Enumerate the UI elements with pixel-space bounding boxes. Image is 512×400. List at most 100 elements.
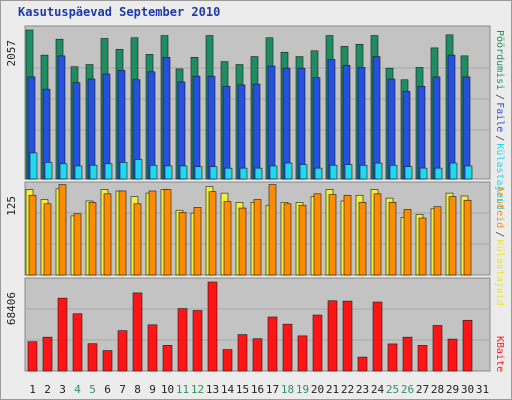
bar-middle-aruteid xyxy=(73,213,82,276)
x-tick-label: 23 xyxy=(356,383,369,396)
bar-bottom-kbaite xyxy=(117,330,128,372)
bar-bottom-kbaite xyxy=(312,314,323,372)
bar-middle-aruteid xyxy=(268,184,277,276)
bar-middle-aruteid xyxy=(433,206,442,276)
bar-bottom-kbaite xyxy=(147,324,158,372)
bar-bottom-kbaite xyxy=(387,343,398,372)
bar-middle-aruteid xyxy=(388,202,397,276)
bar-top-külastajaid xyxy=(149,164,158,180)
bar-top-faile xyxy=(207,75,216,180)
bar-top-faile xyxy=(372,56,381,180)
bar-top-faile xyxy=(282,67,291,180)
bar-top-külastajaid xyxy=(284,162,293,180)
bar-top-faile xyxy=(432,76,441,180)
x-tick-label: 14 xyxy=(221,383,235,396)
x-tick-label: 16 xyxy=(251,383,264,396)
bar-top-faile xyxy=(57,55,66,180)
bar-bottom-kbaite xyxy=(27,341,38,372)
bar-top-külastajaid xyxy=(104,163,113,180)
chart-title: Kasutuspäevad September 2010 xyxy=(18,5,221,19)
bar-middle-aruteid xyxy=(178,212,187,276)
bar-top-külastajaid xyxy=(119,162,128,180)
bar-top-külastajaid xyxy=(134,159,143,180)
bar-top-külastajaid xyxy=(344,164,353,180)
x-tick-label: 24 xyxy=(371,383,385,396)
bar-bottom-kbaite xyxy=(162,345,173,372)
bar-top-külastajaid xyxy=(434,167,443,180)
bar-top-faile xyxy=(162,57,171,180)
x-tick-label: 15 xyxy=(236,383,249,396)
bar-top-külastajaid xyxy=(329,164,338,180)
bar-bottom-kbaite xyxy=(237,334,248,372)
bar-top-faile xyxy=(417,85,426,180)
bar-top-faile xyxy=(267,65,276,180)
bar-top-faile xyxy=(357,67,366,180)
bar-middle-aruteid xyxy=(418,217,427,276)
legend-label: Pöördumisi xyxy=(494,30,505,90)
x-tick-label: 8 xyxy=(134,383,141,396)
x-tick-label: 19 xyxy=(296,383,309,396)
x-tick-label: 6 xyxy=(104,383,111,396)
bar-top-külastajaid xyxy=(209,166,218,180)
bar-bottom-kbaite xyxy=(252,338,263,372)
bar-bottom-kbaite xyxy=(132,292,143,372)
bar-middle-aruteid xyxy=(58,184,67,276)
x-tick-label: 9 xyxy=(149,383,156,396)
x-tick-label: 5 xyxy=(89,383,96,396)
bar-bottom-kbaite xyxy=(177,308,188,372)
bar-top-külastajaid xyxy=(269,165,278,180)
bar-bottom-kbaite xyxy=(57,297,68,372)
bar-top-faile xyxy=(237,84,246,180)
bar-bottom-kbaite xyxy=(432,325,443,372)
bar-top-faile xyxy=(147,71,156,180)
legend-label: KBaite xyxy=(494,336,505,372)
bar-bottom-kbaite xyxy=(447,338,458,372)
x-tick-label: 20 xyxy=(311,383,324,396)
bar-bottom-kbaite xyxy=(72,313,83,372)
bar-middle-aruteid xyxy=(448,196,457,276)
bar-middle-aruteid xyxy=(208,191,217,276)
bar-middle-aruteid xyxy=(133,203,142,276)
bar-middle-aruteid xyxy=(118,190,127,276)
bar-bottom-kbaite xyxy=(342,300,353,372)
bar-bottom-kbaite xyxy=(357,356,368,372)
legend-label: Aruteid xyxy=(494,186,505,228)
panel-bottom-ymax-label: 68406 xyxy=(5,292,18,325)
x-tick-label: 31 xyxy=(476,383,489,396)
bar-top-faile xyxy=(447,54,456,180)
bar-top-faile xyxy=(87,78,96,180)
bar-bottom-kbaite xyxy=(222,349,233,372)
x-tick-label: 29 xyxy=(446,383,459,396)
bar-middle-aruteid xyxy=(193,207,202,276)
bar-bottom-kbaite xyxy=(297,335,308,372)
legend-label: / xyxy=(494,94,505,100)
x-tick-label: 25 xyxy=(386,383,399,396)
bar-top-faile xyxy=(387,78,396,180)
x-tick-label: 3 xyxy=(59,383,66,396)
bar-top-külastajaid xyxy=(254,167,263,180)
bar-top-faile xyxy=(312,77,321,180)
bar-top-külastajaid xyxy=(179,165,188,180)
bar-bottom-kbaite xyxy=(192,310,203,372)
bar-bottom-kbaite xyxy=(402,336,413,372)
bar-top-faile xyxy=(297,67,306,180)
x-tick-label: 11 xyxy=(176,383,189,396)
bar-top-külastajaid xyxy=(419,167,428,180)
bar-bottom-kbaite xyxy=(417,345,428,372)
bar-middle-aruteid xyxy=(253,199,262,276)
bar-middle-aruteid xyxy=(163,189,172,276)
bar-bottom-kbaite xyxy=(282,323,293,372)
bar-top-külastajaid xyxy=(374,162,383,180)
bar-top-külastajaid xyxy=(29,152,38,180)
legend-label: / xyxy=(494,231,505,237)
bar-top-külastajaid xyxy=(89,164,98,180)
bar-middle-aruteid xyxy=(43,203,52,276)
bar-top-külastajaid xyxy=(44,162,53,180)
panel-top-ymax-label: 2057 xyxy=(5,40,18,67)
bar-middle-aruteid xyxy=(313,193,322,276)
bar-bottom-kbaite xyxy=(462,319,473,372)
legend-label: Faile xyxy=(494,102,505,132)
legend-label: Külastajaid xyxy=(494,143,505,209)
bar-bottom-kbaite xyxy=(87,343,98,372)
